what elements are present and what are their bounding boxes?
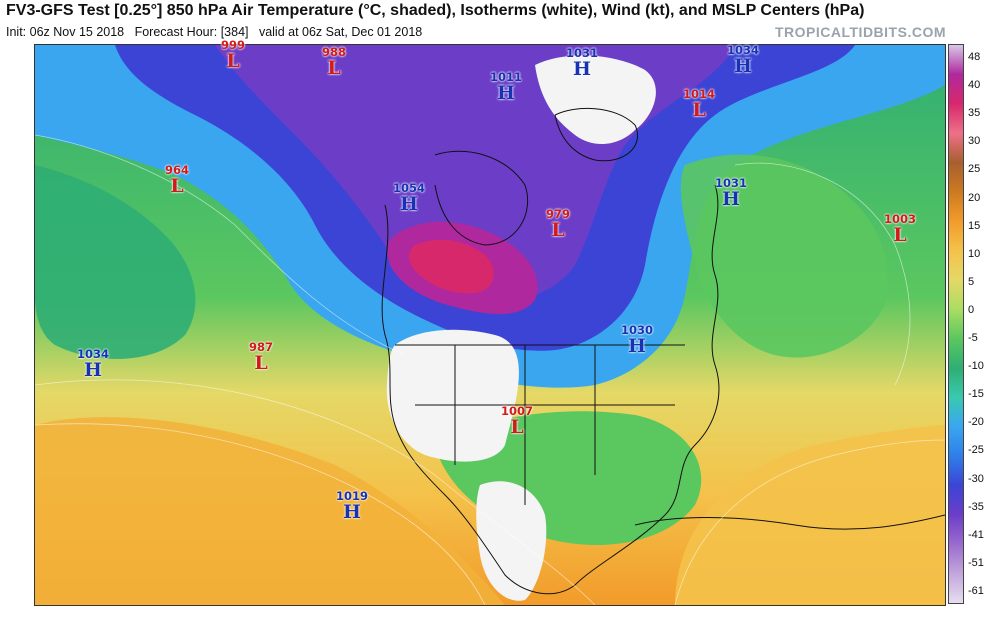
colorbar-tick: -5 bbox=[968, 332, 978, 345]
warm-band-west bbox=[35, 417, 505, 605]
temperature-colorbar bbox=[948, 44, 964, 604]
greenland-ice bbox=[535, 55, 656, 145]
colorbar-tick: 10 bbox=[968, 247, 981, 260]
us-west-masked bbox=[386, 329, 519, 462]
site-credit: TROPICALTIDBITS.COM bbox=[774, 24, 946, 40]
cold-core-pink bbox=[409, 239, 494, 294]
colorbar-tick: -35 bbox=[968, 500, 984, 513]
colorbar-tick: -20 bbox=[968, 416, 984, 429]
coastlines bbox=[381, 107, 945, 595]
pacific-green bbox=[35, 165, 196, 359]
colorbar-tick: 15 bbox=[968, 219, 981, 232]
colorbar-tick: 48 bbox=[968, 51, 981, 63]
colorbar-tick: -25 bbox=[968, 444, 984, 457]
colorbar-tick: -15 bbox=[968, 388, 984, 401]
warm-band-east bbox=[675, 425, 945, 605]
atlantic-green bbox=[680, 154, 888, 358]
colorbar-tick: 0 bbox=[968, 303, 975, 316]
colorbar-tick: -41 bbox=[968, 528, 984, 541]
colorbar-tick: -61 bbox=[968, 585, 984, 597]
colorbar-tick: 35 bbox=[968, 107, 981, 120]
isotherms bbox=[35, 134, 945, 605]
colorbar-tick: 5 bbox=[968, 275, 975, 288]
colorbar-tick: 20 bbox=[968, 191, 981, 204]
colorbar-tick-labels: 48 40 35 30 25 20 15 10 5 0 -5 -10 -15 -20 -25 -30 -35 -4… bbox=[968, 44, 1000, 604]
valid-time: valid at 06z Sat, Dec 01 2018 bbox=[258, 25, 423, 39]
colorbar-tick: 30 bbox=[968, 135, 981, 148]
mexico-masked bbox=[476, 481, 547, 601]
temperature-field bbox=[35, 45, 945, 605]
colorbar-tick: 25 bbox=[968, 163, 981, 176]
init-time: Init: 06z Nov 15 2018 bbox=[6, 25, 125, 39]
chart-subtitle: Init: 06z Nov 15 2018 Forecast Hour: [38… bbox=[6, 25, 422, 39]
colorbar-tick: -10 bbox=[968, 360, 984, 373]
colorbar-tick: -51 bbox=[968, 556, 984, 569]
colorbar-tick: 40 bbox=[968, 79, 981, 92]
weather-map bbox=[34, 44, 946, 606]
chart-title: FV3-GFS Test [0.25°] 850 hPa Air Tempera… bbox=[6, 2, 865, 19]
forecast-hour: Forecast Hour: [384] bbox=[134, 25, 249, 39]
colorbar-tick: -30 bbox=[968, 472, 984, 485]
